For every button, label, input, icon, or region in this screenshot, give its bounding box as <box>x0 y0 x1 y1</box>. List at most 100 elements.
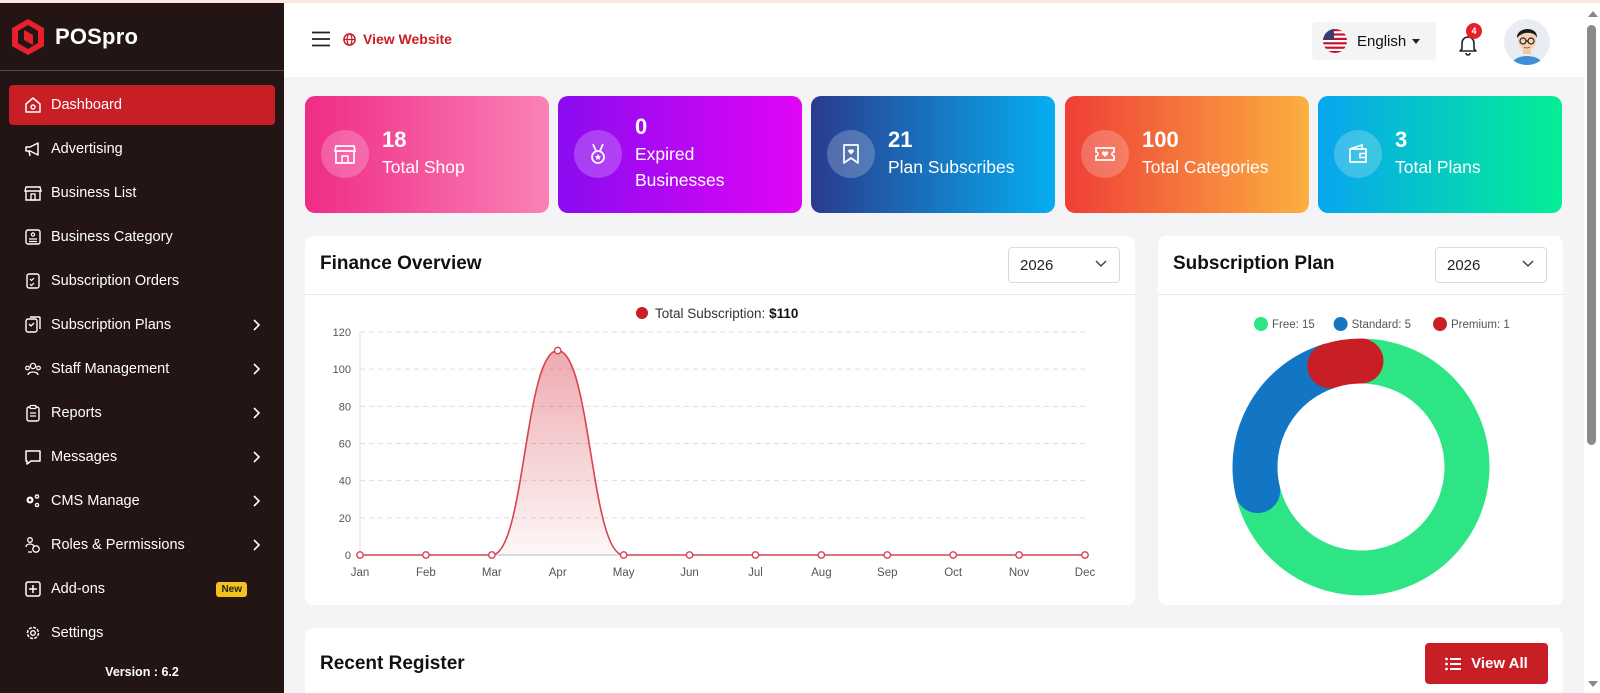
x-tick-label: Jan <box>351 567 370 579</box>
subscription-donut-chart: Free: 15 Standard: 5 Premium: 1 <box>1232 317 1510 596</box>
hamburger-menu-icon[interactable] <box>312 31 330 47</box>
subscription-year-select[interactable]: 2026 <box>1435 247 1547 283</box>
recent-register-panel: Recent Register View All <box>305 628 1563 693</box>
y-tick-label: 60 <box>339 439 351 451</box>
language-label: English <box>1357 32 1407 50</box>
sidebar-item-subscription-plans[interactable]: Subscription Plans <box>9 305 275 345</box>
plans-icon <box>25 316 41 333</box>
finance-year-select[interactable]: 2026 <box>1008 247 1120 283</box>
sidebar-item-label: Messages <box>51 449 118 465</box>
panel-divider <box>305 294 1135 295</box>
sidebar-item-settings[interactable]: Settings <box>9 613 275 653</box>
stat-card-total-plans[interactable]: 3 Total Plans <box>1318 96 1562 213</box>
data-point[interactable] <box>685 551 694 559</box>
data-point[interactable] <box>751 551 760 559</box>
data-point[interactable] <box>883 551 892 559</box>
sidebar-item-business-category[interactable]: Business Category <box>9 217 275 257</box>
brand-name: POSpro <box>55 23 139 49</box>
y-tick-label: 100 <box>333 364 351 376</box>
list-icon <box>1445 657 1462 670</box>
sidebar-item-staff-management[interactable]: Staff Management <box>9 349 275 389</box>
medal-icon <box>574 130 622 178</box>
sidebar-item-label: Staff Management <box>51 361 170 377</box>
home-icon <box>25 97 41 113</box>
pie-slice[interactable] <box>1235 338 1490 596</box>
finance-overview-panel: Finance Overview 2026 Total Subscription… <box>305 236 1135 605</box>
sidebar-menu: Dashboard Advertising Business List Busi… <box>0 71 284 653</box>
chevron-right-icon <box>253 363 261 375</box>
sidebar-item-label: Subscription Orders <box>51 273 180 289</box>
chevron-right-icon <box>253 319 261 331</box>
us-flag-icon <box>1323 29 1347 53</box>
chevron-right-icon <box>253 539 261 551</box>
caret-down-icon <box>1412 38 1421 44</box>
stat-card-plan-subscribes[interactable]: 21 Plan Subscribes <box>811 96 1055 213</box>
wallet-icon <box>1334 130 1382 178</box>
users-icon <box>25 362 41 376</box>
scrollbar-thumb[interactable] <box>1587 25 1596 445</box>
category-list-icon <box>25 229 41 245</box>
sidebar-item-reports[interactable]: Reports <box>9 393 275 433</box>
sidebar-item-roles-permissions[interactable]: Roles & Permissions <box>9 525 275 565</box>
data-point[interactable] <box>1015 551 1023 559</box>
sidebar-item-business-list[interactable]: Business List <box>9 173 275 213</box>
sidebar-item-label: Reports <box>51 405 102 421</box>
sidebar-item-advertising[interactable]: Advertising <box>9 129 275 169</box>
data-point[interactable] <box>1081 551 1089 559</box>
x-tick-label: Sep <box>877 567 897 579</box>
globe-icon <box>343 32 356 46</box>
sidebar-item-messages[interactable]: Messages <box>9 437 275 477</box>
language-selector[interactable]: English <box>1312 22 1436 60</box>
sidebar-item-cms-manage[interactable]: CMS Manage <box>9 481 275 521</box>
brand[interactable]: POSpro <box>0 3 284 71</box>
y-tick-label: 0 <box>345 550 351 562</box>
x-tick-label: Apr <box>549 567 567 579</box>
view-all-button[interactable]: View All <box>1425 643 1548 684</box>
legend-label: Free: 15 <box>1272 319 1315 331</box>
user-avatar[interactable] <box>1504 19 1550 65</box>
series-line <box>360 349 1085 556</box>
legend-label: Premium: 1 <box>1451 319 1510 331</box>
data-point[interactable] <box>949 551 958 559</box>
sidebar-item-subscription-orders[interactable]: Subscription Orders <box>9 261 275 301</box>
bookmark-heart-icon <box>827 130 875 178</box>
legend-swatch <box>1254 317 1268 331</box>
x-tick-label: Aug <box>811 567 831 579</box>
sidebar-item-dashboard[interactable]: Dashboard <box>9 85 275 125</box>
data-point[interactable] <box>817 551 826 559</box>
data-point[interactable] <box>422 551 430 559</box>
sidebar-item-label: CMS Manage <box>51 493 140 509</box>
data-point[interactable] <box>356 551 364 559</box>
stat-value: 100 <box>1142 127 1179 152</box>
x-tick-label: Mar <box>482 567 502 579</box>
y-tick-label: 120 <box>333 327 351 339</box>
finance-line-chart: Total Subscription: $110 0 20 40 60 80 100 120… <box>333 306 1096 579</box>
x-tick-label: Jun <box>680 567 699 579</box>
finance-year-value: 2026 <box>1020 256 1054 274</box>
subscription-plan-panel: Subscription Plan 2026 Free: 15 Standard:… <box>1158 236 1563 605</box>
top-header: View Website English 4 <box>284 3 1584 77</box>
stat-card-total-categories[interactable]: 100 Total Categories <box>1065 96 1309 213</box>
scroll-up-arrow-icon[interactable] <box>1588 11 1598 17</box>
data-point[interactable] <box>487 551 496 559</box>
scroll-down-arrow-icon[interactable] <box>1588 681 1598 687</box>
chevron-down-icon <box>1522 260 1534 268</box>
stat-label: Expired Businesses <box>635 144 725 190</box>
megaphone-icon <box>25 142 39 157</box>
sidebar-item-add-ons[interactable]: Add-ons New <box>9 569 275 609</box>
stat-label: Total Plans <box>1395 157 1481 177</box>
data-point[interactable] <box>553 346 562 355</box>
stat-card-total-shop[interactable]: 18 Total Shop <box>305 96 549 213</box>
legend-label: Standard: 5 <box>1352 319 1411 331</box>
pospro-logo-icon <box>12 18 44 55</box>
stat-label: Total Shop <box>382 157 465 177</box>
data-point[interactable] <box>619 551 628 559</box>
chat-icon <box>25 450 41 465</box>
view-all-label: View All <box>1471 655 1528 672</box>
pie-slice[interactable] <box>1307 338 1384 389</box>
series-area <box>360 350 1085 555</box>
view-website-link[interactable]: View Website <box>343 31 452 47</box>
page-scrollbar[interactable] <box>1584 3 1600 693</box>
sidebar-item-label: Settings <box>51 625 104 641</box>
stat-card-expired-businesses[interactable]: 0 Expired Businesses <box>558 96 802 213</box>
